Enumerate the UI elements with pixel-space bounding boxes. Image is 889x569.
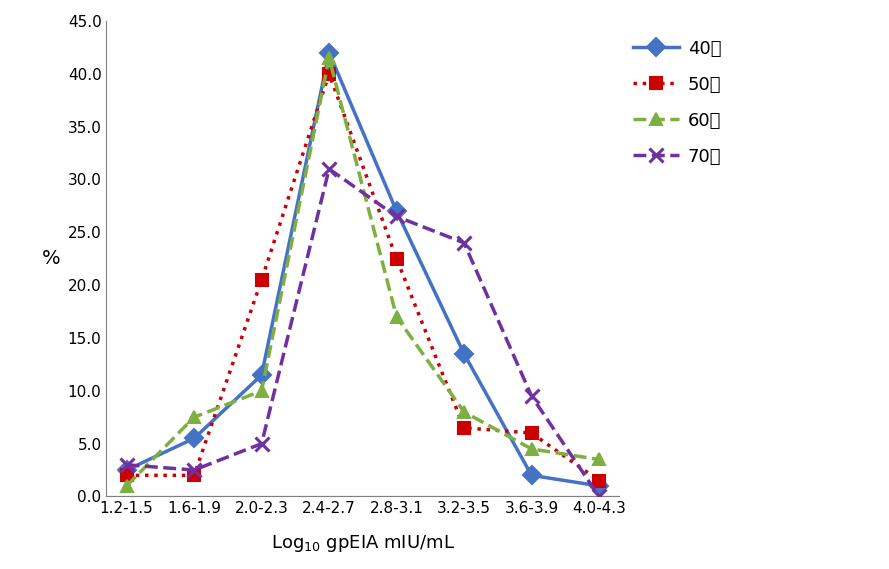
40대 [459,351,469,357]
50대 [391,255,402,262]
50대 [526,430,537,436]
60대 [188,414,199,420]
Line: 40대: 40대 [120,47,605,492]
50대 [459,424,469,431]
Y-axis label: %: % [42,249,60,268]
Legend: 40대, 50대, 60대, 70대: 40대, 50대, 60대, 70대 [634,39,721,166]
70대 [121,461,132,468]
X-axis label: Log$_{10}$ gpEIA mIU/mL: Log$_{10}$ gpEIA mIU/mL [271,533,455,554]
Line: 50대: 50대 [120,68,605,487]
40대 [256,372,267,378]
40대 [526,472,537,479]
70대 [594,493,605,500]
Line: 60대: 60대 [120,52,605,492]
40대 [188,435,199,442]
Line: 70대: 70대 [120,162,606,504]
60대 [594,456,605,463]
60대 [391,314,402,320]
70대 [391,213,402,220]
60대 [121,483,132,489]
70대 [188,467,199,473]
60대 [526,446,537,452]
60대 [256,387,267,394]
70대 [459,240,469,246]
60대 [324,55,334,61]
40대 [121,467,132,473]
60대 [459,409,469,415]
50대 [121,472,132,479]
70대 [324,166,334,172]
50대 [188,472,199,479]
40대 [324,50,334,56]
70대 [526,393,537,399]
50대 [594,477,605,484]
40대 [594,483,605,489]
50대 [256,277,267,283]
50대 [324,71,334,77]
70대 [256,440,267,447]
40대 [391,208,402,215]
